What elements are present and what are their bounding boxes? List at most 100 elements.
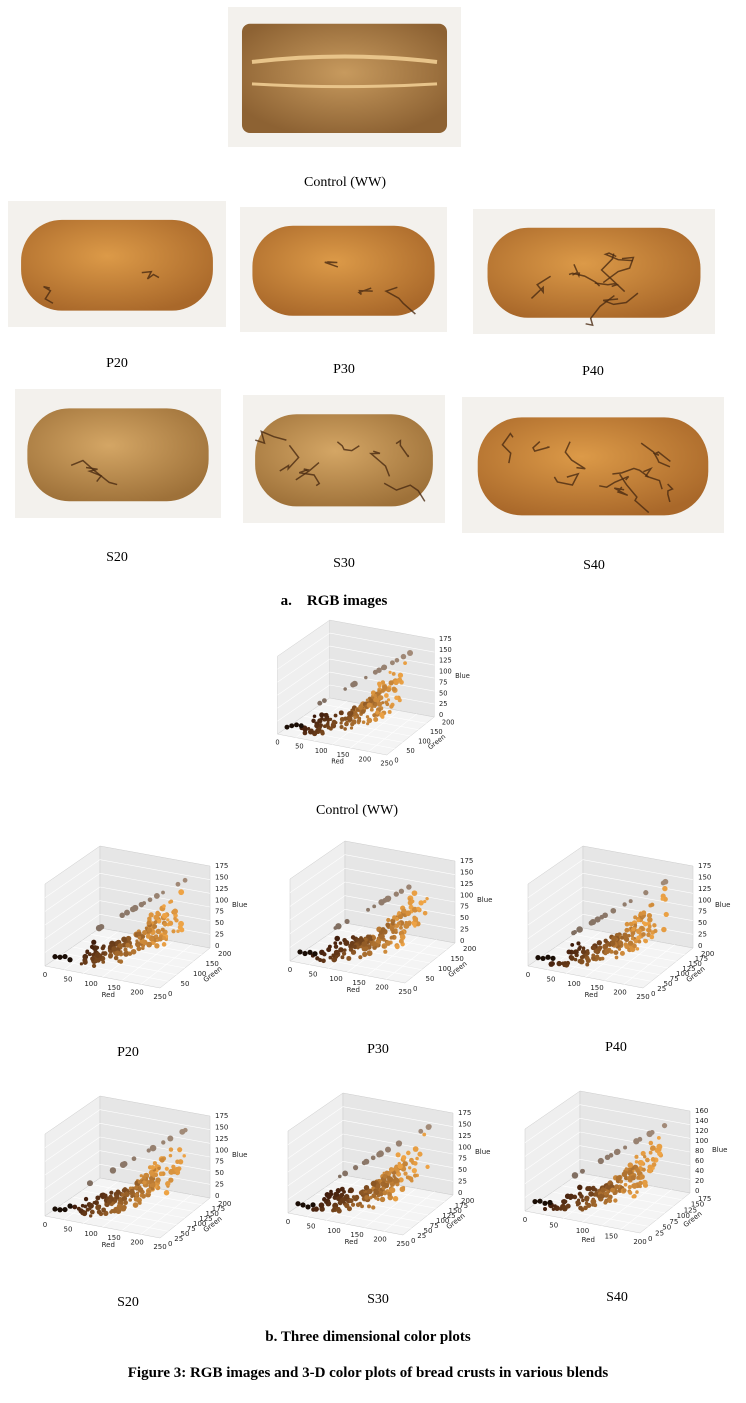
color-point [662, 896, 668, 902]
color-point [565, 960, 571, 966]
tick-label: 40 [695, 1167, 704, 1175]
color-point [163, 1190, 170, 1196]
tick-label: 0 [695, 1187, 699, 1195]
crust-crack [384, 286, 416, 315]
color-point [558, 1207, 563, 1211]
color-point [149, 936, 155, 942]
plot-caption: S20 [117, 1295, 139, 1310]
color-point [638, 1160, 645, 1166]
color-point [641, 910, 647, 916]
color-point [334, 949, 340, 955]
color-point [646, 1168, 652, 1174]
tick-label: 175 [458, 1109, 471, 1117]
color-point [343, 687, 347, 691]
color-point [403, 1171, 408, 1176]
color-point [350, 935, 356, 940]
color-point [378, 933, 385, 940]
tick-label: 200 [442, 719, 455, 727]
color-point [390, 1167, 395, 1172]
color-point [155, 1177, 161, 1183]
color-point [562, 1205, 567, 1210]
color-point [162, 904, 166, 908]
color-point [633, 915, 638, 920]
color-point [164, 1166, 169, 1171]
color-point [631, 1195, 635, 1199]
pane-grid [527, 900, 584, 939]
color-point [650, 902, 655, 907]
tick-label: 100 [676, 970, 689, 978]
pane-grid [44, 1109, 101, 1148]
tick-label: 50 [64, 1225, 73, 1233]
color-point [640, 1150, 646, 1157]
color-point [364, 675, 368, 680]
color-point [154, 943, 160, 949]
color-point [649, 934, 655, 940]
tick-label: 0 [458, 1189, 462, 1197]
tick-label: 200 [613, 989, 626, 997]
tick-label: 0 [215, 1192, 219, 1200]
color-point [135, 943, 140, 948]
tick-label: 50 [309, 970, 318, 978]
tick-label: 125 [215, 885, 228, 893]
color-point [653, 928, 658, 934]
color-point [153, 920, 158, 925]
tick-label: 175 [215, 862, 228, 870]
pane-grid [99, 1109, 211, 1130]
color-point [403, 661, 407, 666]
color-point [633, 923, 638, 928]
color-point [652, 923, 657, 928]
color-point [365, 715, 370, 719]
color-point [398, 938, 404, 944]
crust-crack [85, 466, 103, 483]
tick-label: 250 [396, 1240, 409, 1248]
color-point [399, 925, 403, 930]
color-point [62, 953, 68, 960]
color-point [396, 1171, 402, 1177]
color-point [408, 897, 412, 902]
color-point [352, 944, 357, 949]
tick-label: 100 [193, 1220, 206, 1228]
color-point [381, 944, 386, 949]
crust-crack [501, 432, 514, 464]
color-point [390, 935, 395, 940]
color-point [150, 1182, 156, 1188]
color-point [360, 1204, 364, 1209]
color-point [338, 947, 344, 953]
tick-label: 150 [698, 873, 711, 881]
color-point [646, 927, 652, 933]
color-point [594, 916, 601, 923]
tick-label: 50 [295, 743, 303, 751]
crust-crack [602, 256, 635, 284]
tick-label: 100 [438, 965, 451, 973]
color-point [384, 1170, 389, 1175]
tick-label: 75 [460, 903, 469, 911]
color-point [120, 1205, 127, 1212]
color-point [627, 1169, 633, 1175]
color-point [338, 710, 344, 716]
tick-label: 250 [636, 993, 649, 1001]
tick-label: 25 [215, 931, 224, 939]
color-point [110, 1209, 115, 1214]
tick-label: 100 [460, 891, 473, 899]
pane-grid [44, 859, 101, 898]
tick-label: 150 [215, 1123, 228, 1131]
tick-label: 150 [449, 1207, 462, 1215]
color-point [146, 927, 153, 933]
color-point [593, 1203, 598, 1208]
color-point [613, 950, 619, 955]
tick-label: 200 [375, 984, 388, 992]
color-point [657, 1151, 663, 1157]
color-point [386, 698, 391, 702]
color-point [537, 1198, 543, 1204]
tick-label: 150 [590, 984, 603, 992]
pane-grid [579, 1104, 691, 1125]
color-point [358, 1190, 364, 1196]
color-point [142, 1180, 147, 1185]
color-point [348, 1198, 354, 1204]
color-point [177, 924, 183, 930]
pane-grid [44, 873, 101, 912]
color-point [585, 957, 591, 964]
pane-grid [289, 895, 346, 934]
pane-grid [620, 1189, 672, 1230]
color-point [389, 704, 394, 709]
